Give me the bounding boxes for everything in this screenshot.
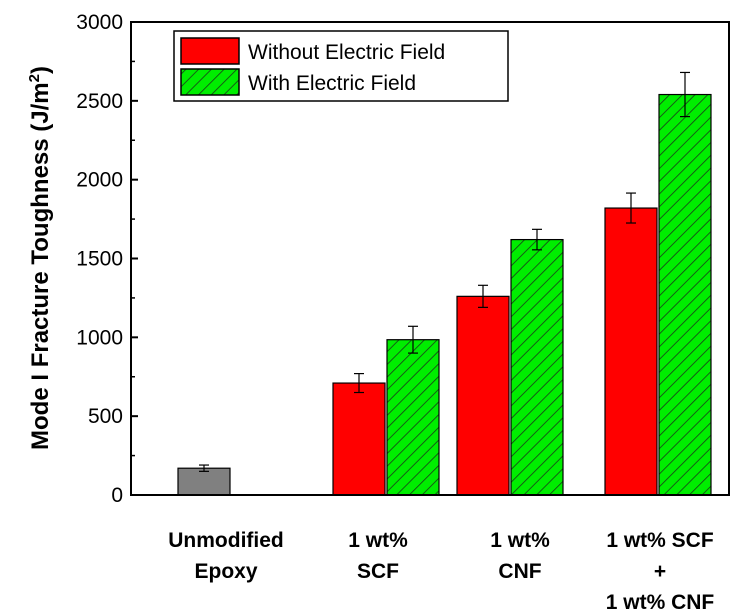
legend-label-with-field: With Electric Field xyxy=(248,72,416,95)
x-axis-category-labels: Unmodified Epoxy 1 wt% SCF 1 wt% CNF 1 wt% SCF… xyxy=(168,529,714,614)
x-category-label-3-line-0: 1 wt% SCF xyxy=(606,529,714,552)
bar-without-field-cat3 xyxy=(604,207,658,496)
y-tick-label-2500: 2500 xyxy=(76,90,123,113)
legend-swatch-with-field xyxy=(180,68,240,96)
x-category-label-2-line-1: CNF xyxy=(498,560,541,583)
y-tick-label-1500: 1500 xyxy=(76,248,123,271)
legend: Without Electric Field With Electric Fie… xyxy=(173,30,509,102)
y-tick-label-3000: 3000 xyxy=(76,11,123,34)
y-axis-title-superscript: 2 xyxy=(26,74,43,82)
x-category-label-0-line-0: Unmodified xyxy=(168,529,284,552)
y-tick-label-500: 500 xyxy=(88,405,123,428)
bar-with-field-cat2 xyxy=(510,238,564,496)
x-category-label-1-line-1: SCF xyxy=(357,560,399,583)
bar-without-field-cat2 xyxy=(456,295,510,496)
x-category-label-1-line-0: 1 wt% xyxy=(348,529,408,552)
legend-swatch-without-field xyxy=(180,37,240,65)
x-category-label-2-line-0: 1 wt% xyxy=(490,529,550,552)
bar-with-field-cat3 xyxy=(658,93,712,496)
y-axis-ticks: 0 500 1000 1500 2000 2500 3000 xyxy=(76,11,138,507)
x-category-label-3-line-1: + xyxy=(654,560,666,583)
bar-with-field-cat1 xyxy=(386,339,440,496)
bar-without-field-cat1 xyxy=(332,382,386,496)
x-category-label-0-line-1: Epoxy xyxy=(194,560,257,583)
x-category-label-3-line-2: 1 wt% CNF xyxy=(606,591,715,614)
y-axis-title-close: ) xyxy=(27,66,54,74)
y-tick-label-2000: 2000 xyxy=(76,169,123,192)
bar-unmodified-epoxy xyxy=(177,467,231,496)
y-tick-label-1000: 1000 xyxy=(76,326,123,349)
bars-layer xyxy=(177,93,712,496)
legend-label-without-field: Without Electric Field xyxy=(248,41,445,64)
y-tick-label-0: 0 xyxy=(111,484,123,507)
y-axis-title: Mode I Fracture Toughness (J/m2) xyxy=(26,66,54,450)
error-bars-layer xyxy=(199,71,690,472)
